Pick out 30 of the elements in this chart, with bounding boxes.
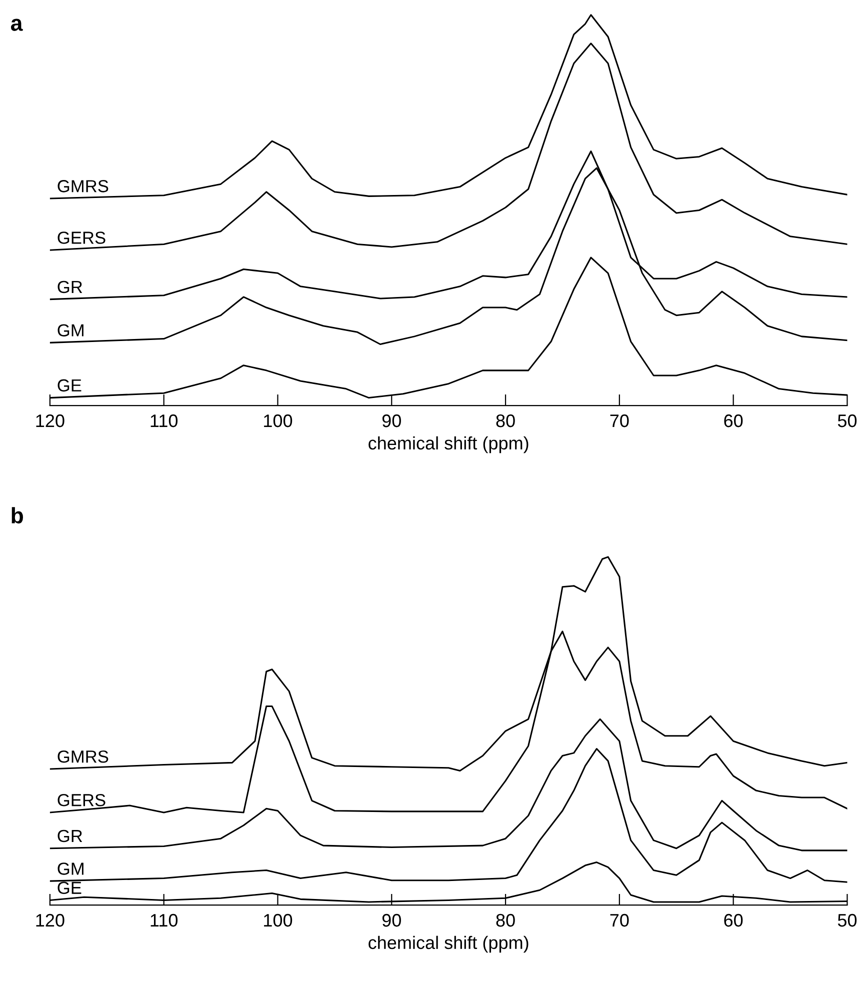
chart-title: b — [12, 507, 23, 524]
series-label: GM — [58, 324, 84, 336]
x-tick-label: 90 — [382, 414, 401, 428]
x-tick-label: 120 — [36, 914, 64, 927]
x-tick-label: 60 — [724, 414, 743, 428]
x-tick-label: 50 — [838, 414, 857, 428]
x-axis-title: chemical shift (ppm) — [368, 936, 528, 953]
x-tick-label: 60 — [724, 914, 743, 927]
x-tick-label: 100 — [264, 914, 292, 927]
x-tick-label: 50 — [838, 914, 857, 927]
x-tick-label: 70 — [610, 914, 629, 927]
series-label: GMRS — [58, 750, 108, 763]
x-tick-label: 90 — [382, 914, 401, 927]
series-label: GERS — [58, 232, 106, 244]
x-tick-label: 80 — [496, 914, 515, 927]
x-tick-label: 70 — [610, 414, 629, 428]
x-tick-label: 110 — [150, 414, 178, 428]
chart-title: a — [10, 18, 23, 31]
x-tick-label: 100 — [264, 414, 292, 428]
series-label: GE — [58, 379, 82, 392]
series-label: GMRS — [58, 180, 108, 192]
x-axis-title: chemical shift (ppm) — [368, 436, 528, 454]
series-label: GERS — [58, 794, 106, 806]
series-label: GM — [58, 862, 84, 875]
x-tick-label: 110 — [150, 914, 178, 927]
series-label: GR — [58, 830, 82, 842]
series-label: GR — [58, 280, 82, 294]
x-tick-label: 120 — [36, 414, 64, 428]
series-label: GE — [58, 882, 82, 894]
x-tick-label: 80 — [496, 414, 515, 428]
